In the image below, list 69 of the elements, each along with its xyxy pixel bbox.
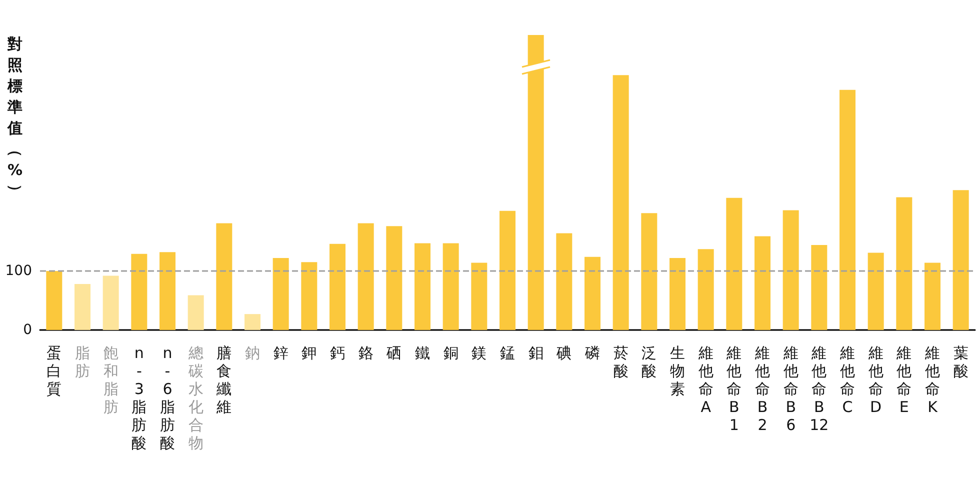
bar (896, 197, 912, 330)
x-tick-label: 總碳水化合物 (187, 344, 204, 452)
x-tick-label: 鉀 (302, 344, 317, 362)
y-tick-label: 100 (5, 263, 32, 279)
x-tick-label: 脂肪 (75, 344, 90, 380)
y-axis-title: 對照標準值（%） (6, 34, 26, 200)
bar (188, 295, 204, 330)
bar (301, 262, 318, 330)
x-tick-label: 鉻 (358, 344, 374, 362)
x-tick-label: 膳食纖維 (216, 344, 232, 416)
x-tick-label: 維他命A (697, 344, 714, 416)
bar (500, 210, 516, 330)
x-tick-label: 維他命B2 (754, 344, 770, 434)
bar (952, 190, 969, 330)
x-tick-label: 維他命E (896, 344, 912, 416)
bar (74, 284, 90, 330)
bar (442, 243, 459, 330)
bar (528, 35, 544, 330)
bar (811, 245, 828, 330)
x-tick-label: 菸酸 (613, 344, 628, 380)
x-tick-label: 磷 (584, 344, 600, 362)
x-tick-label: n-6脂肪酸 (160, 344, 175, 452)
bar (641, 213, 658, 330)
bar (754, 236, 770, 330)
bar (471, 262, 488, 330)
bar (244, 314, 260, 330)
bar (131, 254, 148, 330)
x-tick-label: 鐵 (415, 344, 430, 362)
x-tick-label: 硒 (386, 344, 402, 362)
bar (782, 210, 799, 330)
x-tick-label: 維他命C (839, 344, 855, 416)
x-tick-label: 蛋白質 (46, 344, 62, 398)
bar (670, 258, 686, 330)
x-tick-label: 葉酸 (953, 344, 968, 380)
x-tick-label: 維他命B6 (782, 344, 798, 434)
bar (924, 262, 940, 330)
bar (386, 226, 402, 330)
x-tick-label: 泛酸 (642, 344, 657, 380)
x-tick-label: 鋅 (273, 344, 288, 362)
x-tick-label: 銅 (443, 344, 458, 362)
x-tick-label: 維他命K (924, 344, 940, 416)
bar (160, 252, 176, 330)
bar (272, 258, 289, 330)
x-tick-label: 生物素 (670, 344, 685, 398)
bar (414, 243, 430, 330)
bar (698, 249, 714, 330)
bar (584, 256, 600, 330)
bar (358, 223, 374, 330)
bar (102, 276, 119, 330)
bar (46, 271, 62, 330)
bar (840, 90, 856, 330)
x-tick-label: n-3脂肪酸 (132, 344, 147, 452)
y-tick-label: 0 (23, 322, 32, 338)
bar (330, 244, 346, 330)
x-tick-label: 鈉 (245, 344, 260, 362)
x-tick-label: 錳 (500, 344, 515, 362)
x-tick-label: 鉬 (528, 344, 544, 362)
x-tick-label: 飽和脂肪 (103, 344, 118, 416)
x-tick-label: 維他命B12 (810, 344, 829, 434)
bar (868, 252, 884, 330)
x-tick-label: 鎂 (472, 344, 487, 362)
bar (556, 233, 572, 330)
bar (216, 223, 232, 330)
x-tick-label: 鈣 (330, 344, 345, 362)
x-tick-label: 碘 (556, 344, 572, 362)
x-tick-label: 維他命D (867, 344, 884, 416)
x-tick-label: 維他命B1 (726, 344, 742, 434)
bar (726, 198, 742, 330)
bar (612, 75, 629, 330)
